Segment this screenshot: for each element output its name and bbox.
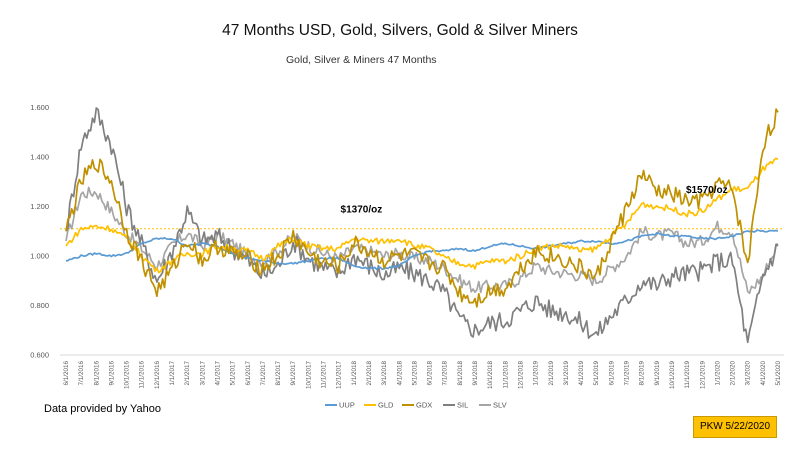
x-tick-label: 11/1/2017 xyxy=(321,361,328,389)
x-tick-label: 2/1/2019 xyxy=(548,361,555,386)
x-tick-label: 9/1/2018 xyxy=(472,361,479,386)
x-tick-label: 8/1/2017 xyxy=(275,361,282,386)
legend-label: SLV xyxy=(493,401,507,410)
x-tick-label: 4/1/2017 xyxy=(214,361,221,386)
y-tick-label: 1.000 xyxy=(30,251,49,260)
x-tick-label: 4/1/2020 xyxy=(760,361,767,386)
legend-label: GDX xyxy=(416,401,432,410)
price-annotation: $1370/oz xyxy=(341,205,383,216)
series-line-gdx xyxy=(65,108,779,308)
x-tick-label: 2/1/2020 xyxy=(730,361,737,386)
x-tick-label: 11/1/2019 xyxy=(684,361,691,389)
x-tick-label: 7/1/2017 xyxy=(260,361,267,386)
x-tick-label: 1/1/2019 xyxy=(533,361,540,386)
x-tick-label: 6/1/2017 xyxy=(245,361,252,386)
x-tick-label: 7/1/2019 xyxy=(624,361,631,386)
y-tick-label: 1.200 xyxy=(30,202,49,211)
x-tick-label: 8/1/2018 xyxy=(457,361,464,386)
x-tick-label: 8/1/2016 xyxy=(93,361,100,386)
annotation-layer: $1370/oz$1570/oz$1750/oz xyxy=(341,185,728,216)
series-line-sil xyxy=(65,107,779,344)
x-tick-label: 10/1/2017 xyxy=(305,361,312,390)
x-tick-label: 2/1/2017 xyxy=(184,361,191,386)
x-tick-label: 1/1/2017 xyxy=(169,361,176,386)
author-date-badge: PKW 5/22/2020 xyxy=(693,416,777,438)
x-tick-label: 3/1/2020 xyxy=(745,361,752,386)
x-tick-label: 1/1/2020 xyxy=(714,361,721,386)
x-tick-label: 7/1/2016 xyxy=(78,361,85,386)
x-tick-label: 12/1/2019 xyxy=(699,361,706,390)
x-tick-label: 11/1/2016 xyxy=(139,361,146,389)
y-tick-label: 0.600 xyxy=(30,351,49,360)
series-line-gld xyxy=(65,157,779,274)
y-tick-label: 0.800 xyxy=(30,301,49,310)
x-tick-label: 6/1/2019 xyxy=(608,361,615,386)
x-tick-label: 3/1/2019 xyxy=(563,361,570,386)
x-tick-label: 4/1/2019 xyxy=(578,361,585,386)
legend-label: SIL xyxy=(457,401,468,410)
x-tick-label: 2/1/2018 xyxy=(366,361,373,386)
x-tick-label: 7/1/2018 xyxy=(442,361,449,386)
x-tick-label: 9/1/2017 xyxy=(290,361,297,386)
x-tick-label: 6/1/2018 xyxy=(427,361,434,386)
x-tick-label: 12/1/2016 xyxy=(154,361,161,390)
data-credit: Data provided by Yahoo xyxy=(44,403,162,415)
x-tick-label: 10/1/2019 xyxy=(669,361,676,390)
x-tick-label: 12/1/2018 xyxy=(517,361,524,390)
x-tick-label: 5/1/2019 xyxy=(593,361,600,386)
legend: UUP GLD GDX SIL SLV xyxy=(325,401,507,410)
price-annotation: $1570/oz xyxy=(686,185,728,196)
legend-label: GLD xyxy=(378,401,394,410)
x-tick-label: 3/1/2018 xyxy=(381,361,388,386)
x-axis: 6/1/2016 7/1/2016 8/1/2016 9/1/2016 10/1/201… xyxy=(60,354,784,390)
x-tick-label: 11/1/2018 xyxy=(502,361,509,389)
x-tick-label: 5/1/2017 xyxy=(230,361,237,386)
x-tick-label: 8/1/2019 xyxy=(639,361,646,386)
legend-label: UUP xyxy=(339,401,355,410)
chart-title: 47 Months USD, Gold, Silvers, Gold & Sil… xyxy=(222,22,578,39)
series-layer xyxy=(65,107,779,344)
y-tick-label: 1.400 xyxy=(30,152,49,161)
x-tick-label: 12/1/2017 xyxy=(336,361,343,390)
x-tick-label: 10/1/2018 xyxy=(487,361,494,390)
x-tick-label: 10/1/2016 xyxy=(124,361,131,390)
y-tick-label: 1.600 xyxy=(30,103,49,112)
x-tick-label: 9/1/2019 xyxy=(654,361,661,386)
x-tick-label: 4/1/2018 xyxy=(396,361,403,386)
x-tick-label: 6/1/2016 xyxy=(63,361,70,386)
x-tick-label: 5/1/2018 xyxy=(411,361,418,386)
x-tick-label: 5/1/2020 xyxy=(775,361,782,386)
y-axis: 0.600 0.800 1.000 1.200 1.400 1.600 xyxy=(30,103,49,360)
x-tick-label: 9/1/2016 xyxy=(108,361,115,386)
x-tick-label: 1/1/2018 xyxy=(351,361,358,386)
chart-subtitle: Gold, Silver & Miners 47 Months xyxy=(286,54,437,66)
x-tick-label: 3/1/2017 xyxy=(199,361,206,386)
